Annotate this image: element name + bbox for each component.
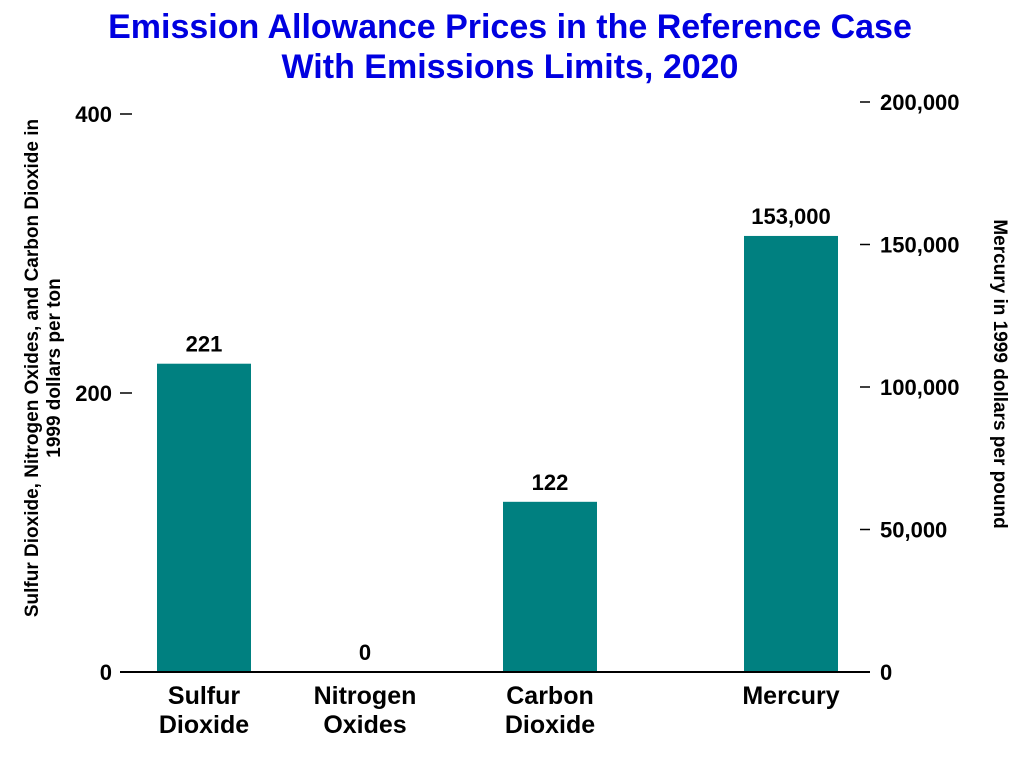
- data-label: 122: [532, 470, 569, 495]
- right-axis-ticks: 0 50,000 100,000 150,000 200,000: [860, 90, 960, 685]
- category-label: Carbon: [506, 682, 594, 710]
- category-label: Oxides: [323, 711, 406, 739]
- right-tick-label: 100,000: [880, 375, 960, 400]
- right-tick-label: 0: [880, 660, 892, 685]
- left-axis-label-text: Sulfur Dioxide, Nitrogen Oxides, and Car…: [22, 119, 65, 617]
- left-axis-label: Sulfur Dioxide, Nitrogen Oxides, and Car…: [22, 119, 65, 617]
- left-tick-label: 0: [100, 660, 112, 685]
- bar-mercury: [744, 235, 838, 672]
- data-label: 0: [359, 640, 371, 665]
- category-label: Sulfur: [168, 682, 240, 710]
- data-label: 153,000: [751, 204, 831, 229]
- data-labels: 221 0 122 153,000: [186, 204, 831, 665]
- right-axis-label: Mercury in 1999 dollars per pound: [989, 219, 1010, 528]
- chart-title-line: With Emissions Limits, 2020: [282, 48, 739, 86]
- chart-title: Emission Allowance Prices in the Referen…: [108, 8, 912, 86]
- right-tick-label: 150,000: [880, 233, 960, 258]
- bar-sulfur-dioxide: [157, 363, 251, 672]
- category-labels: SulfurDioxideNitrogenOxidesCarbonDioxide…: [159, 682, 840, 739]
- left-axis-label-line: Sulfur Dioxide, Nitrogen Oxides, and Car…: [22, 119, 43, 617]
- category-label: Nitrogen: [314, 682, 417, 710]
- left-tick-label: 400: [75, 102, 112, 127]
- bars: [157, 235, 838, 672]
- chart-title-line: Emission Allowance Prices in the Referen…: [108, 8, 912, 46]
- right-axis-label-text: Mercury in 1999 dollars per pound: [989, 219, 1010, 528]
- category-label: Dioxide: [505, 711, 595, 739]
- category-label: Dioxide: [159, 711, 249, 739]
- left-tick-label: 200: [75, 381, 112, 406]
- left-axis-ticks: 0 200 400: [75, 102, 132, 685]
- left-axis-label-line: 1999 dollars per ton: [44, 278, 65, 458]
- data-label: 221: [186, 332, 223, 357]
- right-tick-label: 200,000: [880, 90, 960, 115]
- bar-carbon-dioxide: [503, 501, 597, 672]
- category-label: Mercury: [742, 682, 839, 710]
- right-tick-label: 50,000: [880, 518, 947, 543]
